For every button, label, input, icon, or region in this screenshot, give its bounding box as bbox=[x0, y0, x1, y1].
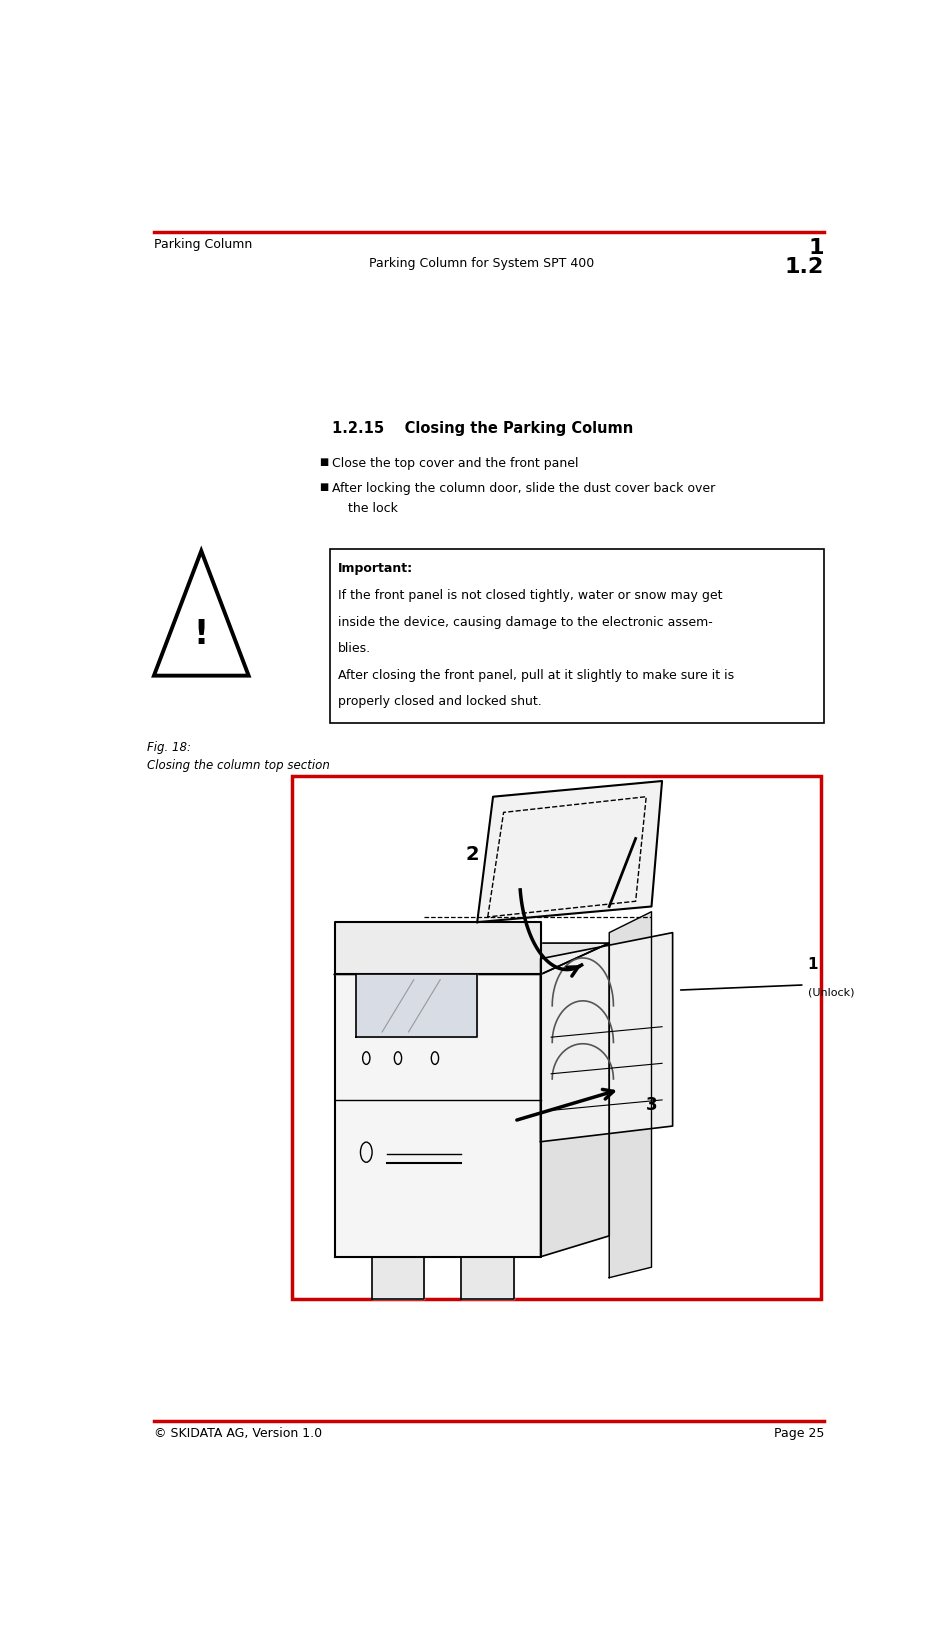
Polygon shape bbox=[478, 780, 662, 923]
Polygon shape bbox=[462, 1256, 514, 1299]
Polygon shape bbox=[540, 933, 673, 1142]
Text: (Unlock): (Unlock) bbox=[807, 988, 854, 998]
Polygon shape bbox=[355, 975, 478, 1037]
Text: 1.2.15    Closing the Parking Column: 1.2.15 Closing the Parking Column bbox=[333, 420, 634, 435]
Text: !: ! bbox=[194, 618, 209, 651]
Polygon shape bbox=[335, 975, 540, 1256]
Polygon shape bbox=[609, 911, 651, 1278]
Polygon shape bbox=[335, 923, 540, 975]
Text: inside the device, causing damage to the electronic assem-: inside the device, causing damage to the… bbox=[337, 615, 713, 628]
Text: properly closed and locked shut.: properly closed and locked shut. bbox=[337, 695, 541, 708]
Text: Fig. 18:: Fig. 18: bbox=[147, 741, 191, 754]
Text: ■: ■ bbox=[320, 456, 329, 468]
Text: If the front panel is not closed tightly, water or snow may get: If the front panel is not closed tightly… bbox=[337, 589, 722, 602]
Text: 1.2: 1.2 bbox=[785, 257, 824, 276]
Text: Parking Column for System SPT 400: Parking Column for System SPT 400 bbox=[369, 257, 594, 270]
Text: Parking Column: Parking Column bbox=[154, 237, 252, 250]
Text: Closing the column top section: Closing the column top section bbox=[147, 759, 330, 772]
Text: After closing the front panel, pull at it slightly to make sure it is: After closing the front panel, pull at i… bbox=[337, 669, 733, 682]
Polygon shape bbox=[371, 1256, 424, 1299]
Text: © SKIDATA AG, Version 1.0: © SKIDATA AG, Version 1.0 bbox=[154, 1427, 322, 1440]
Text: 2: 2 bbox=[465, 844, 478, 864]
Text: After locking the column door, slide the dust cover back over: After locking the column door, slide the… bbox=[333, 483, 715, 496]
Text: 3: 3 bbox=[646, 1096, 658, 1114]
Text: 1: 1 bbox=[807, 957, 818, 972]
Polygon shape bbox=[335, 942, 609, 975]
FancyBboxPatch shape bbox=[292, 775, 821, 1299]
Polygon shape bbox=[540, 942, 609, 1256]
Text: Close the top cover and the front panel: Close the top cover and the front panel bbox=[333, 456, 579, 470]
Text: Important:: Important: bbox=[337, 561, 413, 574]
Text: Page 25: Page 25 bbox=[774, 1427, 824, 1440]
Text: ■: ■ bbox=[320, 483, 329, 492]
Text: 1: 1 bbox=[808, 237, 824, 258]
Text: the lock: the lock bbox=[349, 502, 399, 515]
FancyBboxPatch shape bbox=[330, 550, 824, 723]
Text: blies.: blies. bbox=[337, 643, 370, 656]
